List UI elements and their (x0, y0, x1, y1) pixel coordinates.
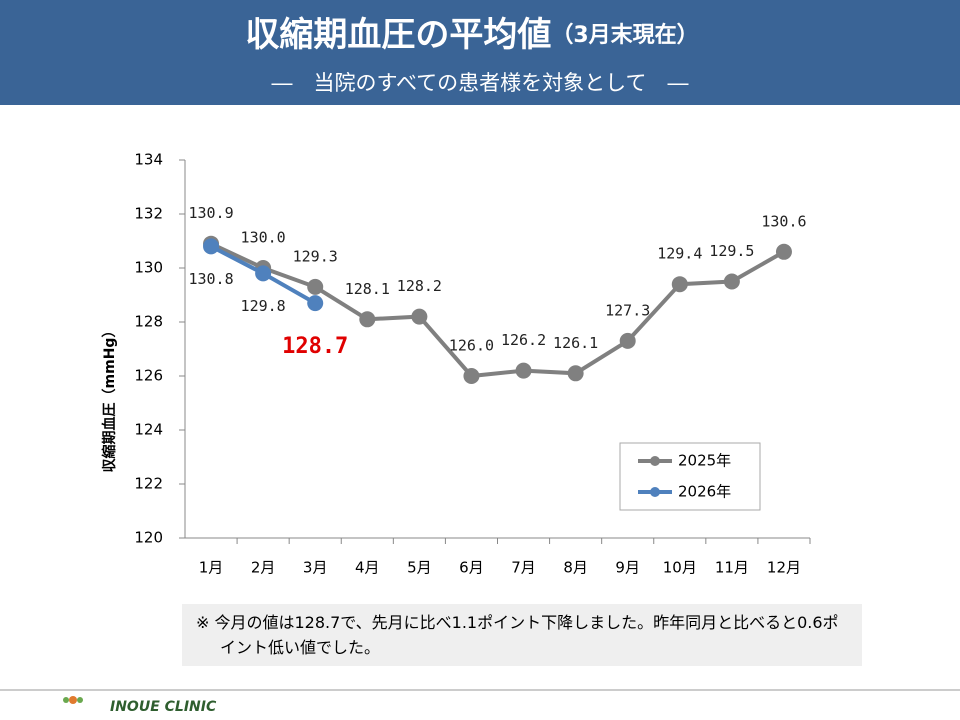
point (619, 332, 636, 349)
logo (63, 696, 83, 704)
point (255, 265, 272, 282)
y-tick-label: 130 (134, 259, 163, 277)
x-tick-label: 1月 (199, 559, 224, 577)
subtitle: ― 当院のすべての患者様を対象として ― (271, 71, 688, 95)
point (515, 362, 532, 379)
point (307, 295, 324, 312)
legend-marker (650, 456, 660, 466)
data-label: 130.6 (761, 212, 806, 230)
data-label: 128.7 (282, 334, 348, 359)
point (567, 365, 584, 382)
legend-label: 2026年 (678, 483, 731, 501)
data-label: 129.5 (709, 242, 754, 260)
title-main: 収縮期血圧の平均値 (245, 15, 551, 55)
y-axis-label: 収縮期血圧（mmHg） (101, 324, 118, 473)
y-tick-label: 134 (134, 151, 163, 169)
legend-label: 2025年 (678, 452, 731, 470)
note: ※ 今月の値は128.7で、先月に比べ1.1ポイント下降しました。昨年同月と比べ… (182, 604, 862, 666)
clinic-name: INOUE CLINIC (110, 699, 217, 715)
header-band (0, 0, 960, 105)
y-tick-label: 132 (134, 205, 163, 223)
data-label: 130.9 (188, 204, 233, 222)
data-label: 130.0 (241, 229, 286, 247)
x-tick-label: 11月 (715, 559, 749, 577)
y-tick-label: 126 (134, 367, 163, 385)
x-tick-label: 4月 (355, 559, 380, 577)
chart: 120 122 124 126 128 130 132 134 1月 2月 3月 4月 5月 6月 7月 8月… (134, 151, 811, 577)
data-label: 128.1 (345, 280, 390, 298)
data-label: 129.3 (293, 247, 338, 265)
y-tick-label: 124 (134, 421, 163, 439)
data-label: 130.8 (188, 270, 233, 288)
data-label: 126.1 (553, 334, 598, 352)
point (775, 243, 792, 260)
point (671, 276, 688, 293)
title: 収縮期血圧の平均値（3月末現在） (245, 15, 698, 55)
point (359, 311, 376, 328)
data-label: 127.3 (605, 301, 650, 319)
x-tick-label: 7月 (511, 559, 536, 577)
legend-marker (650, 487, 660, 497)
x-tick-label: 6月 (459, 559, 484, 577)
series-line (210, 241, 785, 379)
y-tick-label: 120 (134, 529, 163, 547)
point (463, 368, 480, 384)
y-tick-label: 122 (134, 475, 163, 493)
y-tick-label: 128 (134, 313, 163, 331)
data-label: 129.8 (241, 297, 286, 315)
x-tick-label: 8月 (563, 559, 588, 577)
data-label: 129.4 (657, 245, 702, 263)
x-tick-label: 12月 (767, 559, 801, 577)
data-label: 126.2 (501, 331, 546, 349)
x-tick-label: 10月 (663, 559, 697, 577)
point (203, 238, 220, 255)
data-label: 128.2 (397, 277, 442, 295)
x-tick-label: 3月 (303, 559, 328, 577)
x-tick-label: 9月 (615, 559, 640, 577)
data-label: 126.0 (449, 337, 494, 355)
point (411, 308, 428, 325)
point (723, 273, 740, 290)
legend-box (619, 442, 761, 511)
point (307, 278, 324, 295)
x-tick-label: 2月 (251, 559, 276, 577)
title-note: （3月末現在） (551, 22, 698, 48)
x-tick-label: 5月 (407, 559, 432, 577)
